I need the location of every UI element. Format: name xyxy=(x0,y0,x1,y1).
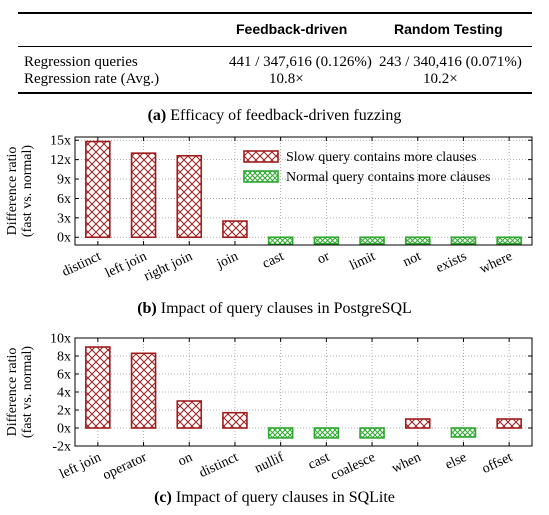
x-tick-label: operator xyxy=(101,450,150,483)
bar-not xyxy=(404,236,431,245)
legend-label-slow: Slow query contains more clauses xyxy=(286,150,477,165)
bar-on xyxy=(176,400,203,429)
y-tick-label: 4x xyxy=(57,386,71,401)
caption-c: (c) Impact of query clauses in SQLite xyxy=(0,489,549,507)
caption-text: Efficacy of feedback-driven fuzzing xyxy=(170,107,402,124)
x-tick-label: when xyxy=(390,450,424,476)
y-tick-label: 15x xyxy=(50,134,71,149)
bar-when xyxy=(404,418,431,429)
x-tick-label: or xyxy=(315,249,332,268)
caption-tag: (a) xyxy=(147,107,167,124)
table-cell: 243 / 340,416 (0.071%) xyxy=(379,54,522,70)
bar-right-join xyxy=(176,154,203,239)
legend-label-normal: Normal query contains more clauses xyxy=(286,170,491,185)
plot-frame xyxy=(74,337,533,447)
bar-where xyxy=(496,236,522,245)
bar-left-join xyxy=(85,346,111,429)
table-cell: 10.2× xyxy=(423,71,458,87)
table-cell: 441 / 347,616 (0.126%) xyxy=(229,54,372,70)
bar-operator xyxy=(130,352,157,429)
x-tick-label: left join xyxy=(57,450,103,482)
y-axis-label: (fast vs. normal) xyxy=(20,145,35,237)
caption-text: Impact of query clauses in SQLite xyxy=(175,489,395,506)
y-tick-label: -2x xyxy=(52,440,71,455)
x-tick-label: coalesce xyxy=(328,450,377,484)
y-tick-label: 9x xyxy=(57,173,71,188)
x-tick-label: distinct xyxy=(60,249,104,280)
bar-or xyxy=(313,236,340,245)
legend-swatch-slow xyxy=(243,150,279,163)
y-tick-label: 10x xyxy=(50,332,71,347)
y-tick-label: 3x xyxy=(57,211,71,226)
bar-offset xyxy=(496,418,522,429)
bar-else xyxy=(450,427,477,438)
bar-coalesce xyxy=(359,427,385,439)
table-bottom-rule xyxy=(18,92,532,94)
x-tick-label: exists xyxy=(434,249,469,276)
table-row-label: Regression rate (Avg.) xyxy=(24,71,160,87)
x-tick-label: left join xyxy=(103,249,149,281)
x-tick-label: else xyxy=(443,450,469,473)
x-tick-label: limit xyxy=(347,249,377,274)
y-tick-label: 0x xyxy=(57,231,71,246)
bar-nullif xyxy=(267,427,294,439)
bar-cast xyxy=(313,427,340,439)
x-tick-label: cast xyxy=(260,249,286,272)
bar-distinct xyxy=(85,140,111,239)
table-header-feedback: Feedback-driven xyxy=(236,21,348,37)
caption-b: (b) Impact of query clauses in PostgreSQ… xyxy=(0,300,549,318)
y-axis-label: Difference ratio xyxy=(5,348,20,437)
bar-limit xyxy=(359,236,385,245)
x-tick-label: distinct xyxy=(197,450,241,481)
table-mid-rule xyxy=(18,46,532,47)
y-tick-label: 12x xyxy=(50,153,71,168)
table-header-random: Random Testing xyxy=(394,21,503,37)
bar-left-join xyxy=(130,152,157,239)
y-tick-label: 6x xyxy=(57,368,71,383)
y-axis-label: Difference ratio xyxy=(5,147,20,236)
y-tick-label: 0x xyxy=(57,422,71,437)
x-tick-label: offset xyxy=(480,450,515,477)
x-tick-label: nullif xyxy=(253,450,287,477)
bar-exists xyxy=(450,236,477,245)
x-tick-label: on xyxy=(176,450,195,470)
x-tick-label: join xyxy=(214,249,241,272)
table-top-rule xyxy=(18,12,532,14)
bar-distinct xyxy=(222,411,248,429)
y-axis-label: (fast vs. normal) xyxy=(20,346,35,438)
table-cell: 10.8× xyxy=(269,71,304,87)
legend-swatch-normal xyxy=(243,170,279,183)
caption-tag: (c) xyxy=(154,489,172,506)
x-tick-label: not xyxy=(401,249,424,270)
caption-text: Impact of query clauses in PostgreSQL xyxy=(160,300,412,317)
y-tick-label: 8x xyxy=(57,350,71,365)
x-tick-label: where xyxy=(478,249,515,277)
y-tick-label: 6x xyxy=(57,192,71,207)
x-tick-label: right join xyxy=(142,249,195,284)
y-tick-label: 2x xyxy=(57,404,71,419)
legend: Slow query contains more clauses Normal q… xyxy=(243,150,491,185)
bar-join xyxy=(222,220,248,239)
caption-a: (a) Efficacy of feedback-driven fuzzing xyxy=(0,107,549,125)
caption-tag: (b) xyxy=(137,300,157,317)
bar-cast xyxy=(267,236,294,246)
table-row-label: Regression queries xyxy=(24,54,138,70)
plot-frame xyxy=(74,136,533,246)
